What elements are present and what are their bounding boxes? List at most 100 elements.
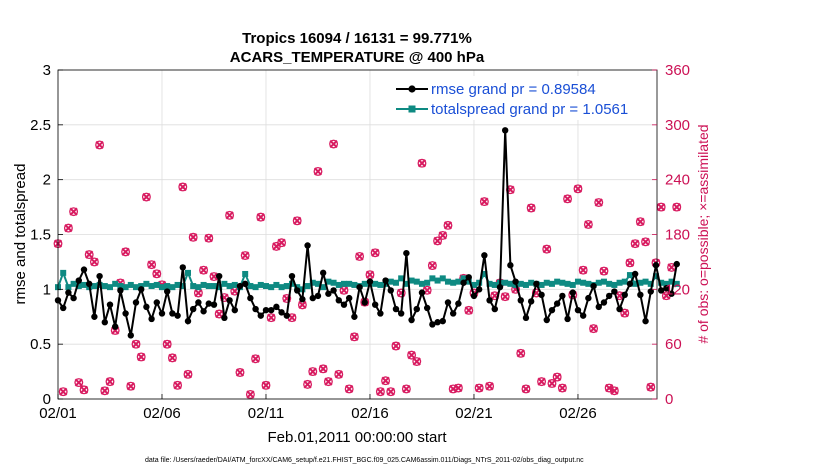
totalspread-point: [216, 284, 223, 291]
totalspread-point: [600, 278, 607, 285]
obs-count-point: [552, 372, 562, 382]
obs-count-point: [599, 266, 609, 276]
obs-count-point: [256, 212, 266, 222]
obs-assimilated-marker: [605, 383, 614, 393]
totalspread-point: [647, 280, 654, 287]
obs-assimilated-marker: [553, 372, 562, 382]
obs-assimilated-marker: [345, 384, 354, 394]
obs-count-point: [292, 216, 302, 226]
obs-count-point: [438, 230, 448, 240]
y-tick-label: 1.5: [30, 227, 51, 244]
totalspread-point: [283, 283, 290, 290]
rmse-point: [522, 314, 530, 322]
totalspread-point: [481, 270, 488, 277]
totalspread-point: [351, 281, 358, 288]
obs-count-point: [329, 139, 339, 149]
obs-possible-marker: [464, 305, 474, 315]
rmse-point: [652, 262, 660, 269]
obs-assimilated-marker: [334, 370, 343, 379]
obs-assimilated-marker: [277, 238, 286, 247]
totalspread-point: [559, 279, 566, 286]
obs-count-point: [209, 272, 219, 281]
obs-possible-marker: [630, 239, 640, 249]
rmse-point: [486, 297, 493, 304]
totalspread-point: [205, 283, 212, 290]
obs-possible-marker: [95, 140, 105, 150]
rmse-point: [611, 288, 618, 295]
obs-count-point: [318, 364, 328, 374]
rmse-point: [70, 294, 77, 302]
y-tick-label: 2.5: [30, 117, 51, 134]
obs-assimilated-marker: [386, 387, 395, 396]
y-tick-label: 2: [43, 172, 51, 189]
totalspread-point: [112, 280, 119, 287]
obs-count-point: [334, 369, 344, 379]
obs-possible-marker: [646, 382, 656, 392]
obs-possible-marker: [427, 261, 437, 271]
obs-possible-marker: [162, 339, 172, 349]
rmse-point: [616, 305, 623, 313]
rmse-point: [668, 290, 675, 297]
legend-box: [390, 76, 655, 120]
y2-tick-label: 0: [665, 391, 673, 408]
obs-count-point: [173, 380, 183, 390]
obs-possible-marker: [261, 380, 271, 390]
totalspread-point: [122, 284, 129, 291]
obs-possible-marker: [563, 194, 573, 204]
obs-assimilated-marker: [225, 211, 234, 220]
obs-count-point: [105, 377, 115, 387]
rmse-point: [491, 305, 498, 313]
obs-assimilated-marker: [485, 382, 494, 391]
totalspread-point: [668, 278, 675, 285]
obs-possible-marker: [401, 384, 411, 394]
totalspread-point: [574, 278, 581, 285]
x-tick-label: 02/26: [559, 405, 597, 422]
rmse-point: [59, 304, 67, 312]
obs-assimilated-marker: [355, 252, 364, 261]
obs-assimilated-marker: [121, 247, 130, 256]
obs-count-point: [401, 384, 411, 394]
obs-assimilated-marker: [443, 221, 453, 230]
obs-assimilated-marker: [610, 386, 619, 395]
obs-possible-marker: [609, 386, 619, 396]
totalspread-point: [273, 281, 280, 288]
obs-possible-marker: [313, 166, 323, 176]
rmse-point: [642, 317, 649, 325]
totalspread-point: [268, 284, 275, 291]
obs-assimilated-marker: [298, 300, 307, 309]
totalspread-point: [611, 281, 618, 288]
rmse-point: [304, 242, 311, 249]
rmse-point: [169, 310, 176, 317]
obs-possible-marker: [391, 341, 401, 351]
obs-assimilated-marker: [402, 384, 411, 394]
obs-possible-marker: [360, 297, 370, 307]
obs-count-point: [323, 377, 333, 387]
obs-possible-marker: [334, 369, 344, 379]
rmse-point: [278, 309, 285, 316]
rmse-point: [65, 289, 72, 296]
obs-count-point: [542, 244, 552, 254]
obs-assimilated-marker: [371, 248, 380, 257]
x-tick-label: 02/01: [39, 405, 77, 422]
totalspread-point: [221, 280, 228, 287]
rmse-point: [340, 301, 348, 308]
obs-count-point: [630, 239, 640, 249]
obs-assimilated-marker: [521, 384, 531, 394]
rmse-point: [538, 291, 545, 299]
obs-assimilated-marker: [428, 261, 437, 270]
obs-assimilated-marker: [657, 202, 666, 212]
obs-possible-marker: [152, 269, 162, 279]
rmse-point: [543, 316, 550, 324]
totalspread-point: [138, 283, 145, 290]
rmse-point: [501, 127, 509, 134]
rmse-point: [319, 269, 327, 277]
obs-possible-marker: [412, 357, 422, 366]
totalspread-point: [507, 280, 514, 287]
y2-tick-label: 60: [665, 336, 682, 353]
obs-count-point: [625, 258, 635, 268]
obs-count-point: [557, 383, 567, 393]
legend-rmse-label: rmse grand pr = 0.89584: [431, 81, 596, 98]
rmse-point: [215, 272, 223, 280]
obs-possible-marker: [417, 158, 427, 168]
obs-possible-marker: [121, 247, 131, 257]
